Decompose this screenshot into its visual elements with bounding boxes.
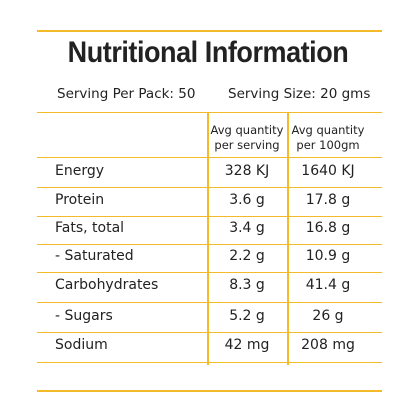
value-per-serving: 328 KJ [224, 163, 270, 179]
column-header-line: Avg quantity [291, 123, 365, 137]
column-header: Avg quantity per 100gm [288, 123, 368, 153]
top-rule [37, 30, 382, 32]
value-per-100g: 208 mg [301, 337, 355, 353]
row-rule [37, 362, 382, 363]
row-label: Energy [55, 163, 105, 179]
row-rule [37, 302, 382, 303]
column-header-line: per 100gm [296, 138, 360, 152]
rule [37, 112, 382, 113]
serving-size: Serving Size: 20 gms [228, 86, 371, 102]
title: Nutritional Information [67, 36, 349, 69]
column-header: Avg quantity per serving [207, 123, 287, 153]
value-per-serving: 3.4 g [229, 220, 265, 236]
rule [37, 157, 382, 158]
value-per-100g: 10.9 g [305, 248, 351, 264]
bottom-rule [37, 390, 382, 392]
serving-per-pack: Serving Per Pack: 50 [57, 86, 196, 102]
value-per-100g: 16.8 g [305, 220, 351, 236]
value-per-serving: 42 mg [224, 337, 270, 353]
row-rule [37, 216, 382, 217]
value-per-serving: 5.2 g [229, 308, 265, 324]
column-divider [207, 113, 209, 365]
value-per-100g: 1640 KJ [301, 163, 355, 179]
value-per-100g: 41.4 g [305, 277, 351, 293]
row-rule [37, 244, 382, 245]
row-label: Fats, total [55, 220, 125, 236]
column-header-line: per serving [214, 138, 280, 152]
row-label: Protein [55, 192, 105, 208]
value-per-serving: 2.2 g [229, 248, 265, 264]
value-per-100g: 17.8 g [305, 192, 351, 208]
row-rule [37, 272, 382, 273]
row-label: - Sugars [55, 308, 113, 324]
row-rule [37, 332, 382, 333]
value-per-100g: 26 g [312, 308, 344, 324]
column-divider [287, 113, 289, 365]
row-label: Sodium [55, 337, 108, 353]
column-header-line: Avg quantity [210, 123, 284, 137]
row-label: Carbohydrates [55, 277, 159, 293]
row-rule [37, 187, 382, 188]
value-per-serving: 3.6 g [229, 192, 265, 208]
value-per-serving: 8.3 g [229, 277, 265, 293]
row-label: - Saturated [55, 248, 134, 264]
